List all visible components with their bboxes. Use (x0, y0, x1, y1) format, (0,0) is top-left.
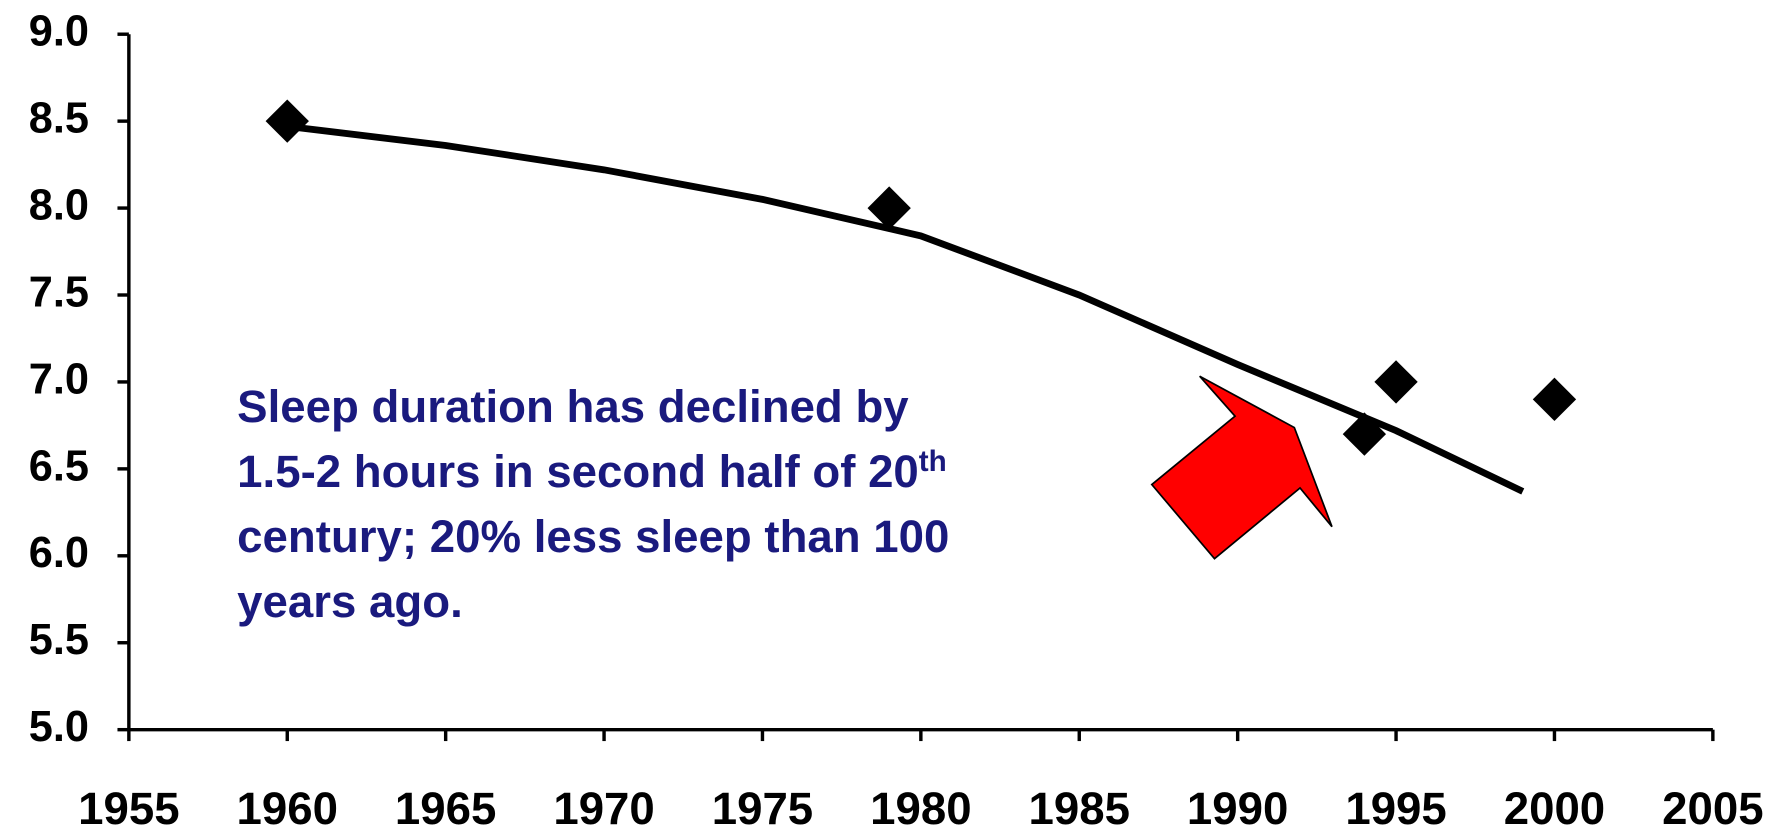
y-tick-label: 9.0 (29, 8, 89, 56)
y-tick-label: 7.0 (29, 355, 89, 403)
annotation: century; 20% less sleep than 100 (237, 511, 949, 562)
x-tick-label: 1965 (395, 783, 496, 830)
annotation: Sleep duration has declined by (237, 381, 909, 432)
x-tick-label: 1985 (1029, 783, 1130, 830)
annotation: years ago. (237, 576, 463, 627)
y-tick-label: 8.5 (29, 95, 89, 143)
annotation: 1.5-2 hours in second half of 20 (237, 446, 919, 497)
marker (1374, 360, 1418, 404)
x-tick-label: 1980 (870, 783, 971, 830)
annotation: 1.5-2 hours in second half of 20th (237, 445, 947, 497)
x-tick-label: 1960 (237, 783, 338, 830)
marker (265, 99, 309, 143)
y-tick-label: 5.5 (29, 616, 89, 664)
y-tick-label: 6.5 (29, 442, 89, 490)
x-tick-label: 2005 (1662, 783, 1763, 830)
x-tick-label: 2000 (1504, 783, 1605, 830)
x-tick-label: 1990 (1187, 783, 1288, 830)
arrow (1150, 375, 1333, 560)
marker (1532, 377, 1577, 421)
y-tick-label: 8.0 (29, 182, 89, 230)
marker (1342, 412, 1387, 456)
x-tick-label: 1975 (712, 783, 813, 830)
trendline (286, 122, 1525, 495)
y-tick-label: 7.5 (29, 268, 89, 316)
x-tick-label: 1995 (1345, 783, 1446, 830)
y-tick-label: 5.0 (29, 703, 89, 751)
annotation-superscript: th (919, 445, 947, 478)
x-tick-label: 1955 (78, 783, 179, 830)
x-tick-label: 1970 (553, 783, 654, 830)
y-tick-label: 6.0 (29, 529, 89, 577)
